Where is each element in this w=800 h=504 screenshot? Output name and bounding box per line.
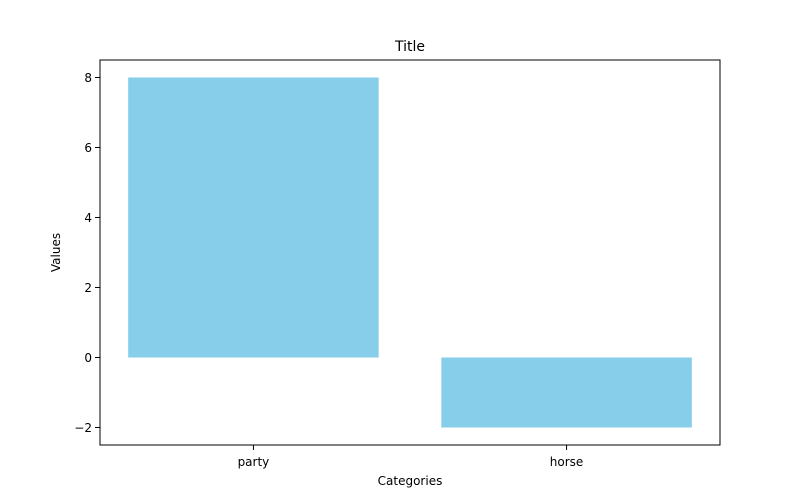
chart-title: Title bbox=[394, 39, 425, 55]
bar-horse bbox=[441, 357, 692, 428]
x-tick-label: horse bbox=[550, 455, 584, 469]
bar-party bbox=[128, 77, 379, 358]
x-axis-ticks: party horse bbox=[238, 445, 584, 469]
plot-frame bbox=[99, 59, 721, 446]
y-tick-label: 0 bbox=[84, 351, 92, 365]
y-axis-ticks: −2 0 2 4 6 8 bbox=[74, 71, 100, 435]
y-tick-label: 6 bbox=[84, 141, 92, 155]
x-tick-label: party bbox=[238, 455, 270, 469]
y-tick-label: −2 bbox=[74, 421, 92, 435]
x-axis-label: Categories bbox=[378, 474, 443, 488]
y-tick-label: 8 bbox=[84, 71, 92, 85]
y-tick-label: 2 bbox=[84, 281, 92, 295]
y-tick-label: 4 bbox=[84, 211, 92, 225]
bars-layer bbox=[128, 77, 692, 428]
y-axis-label: Values bbox=[49, 233, 63, 272]
